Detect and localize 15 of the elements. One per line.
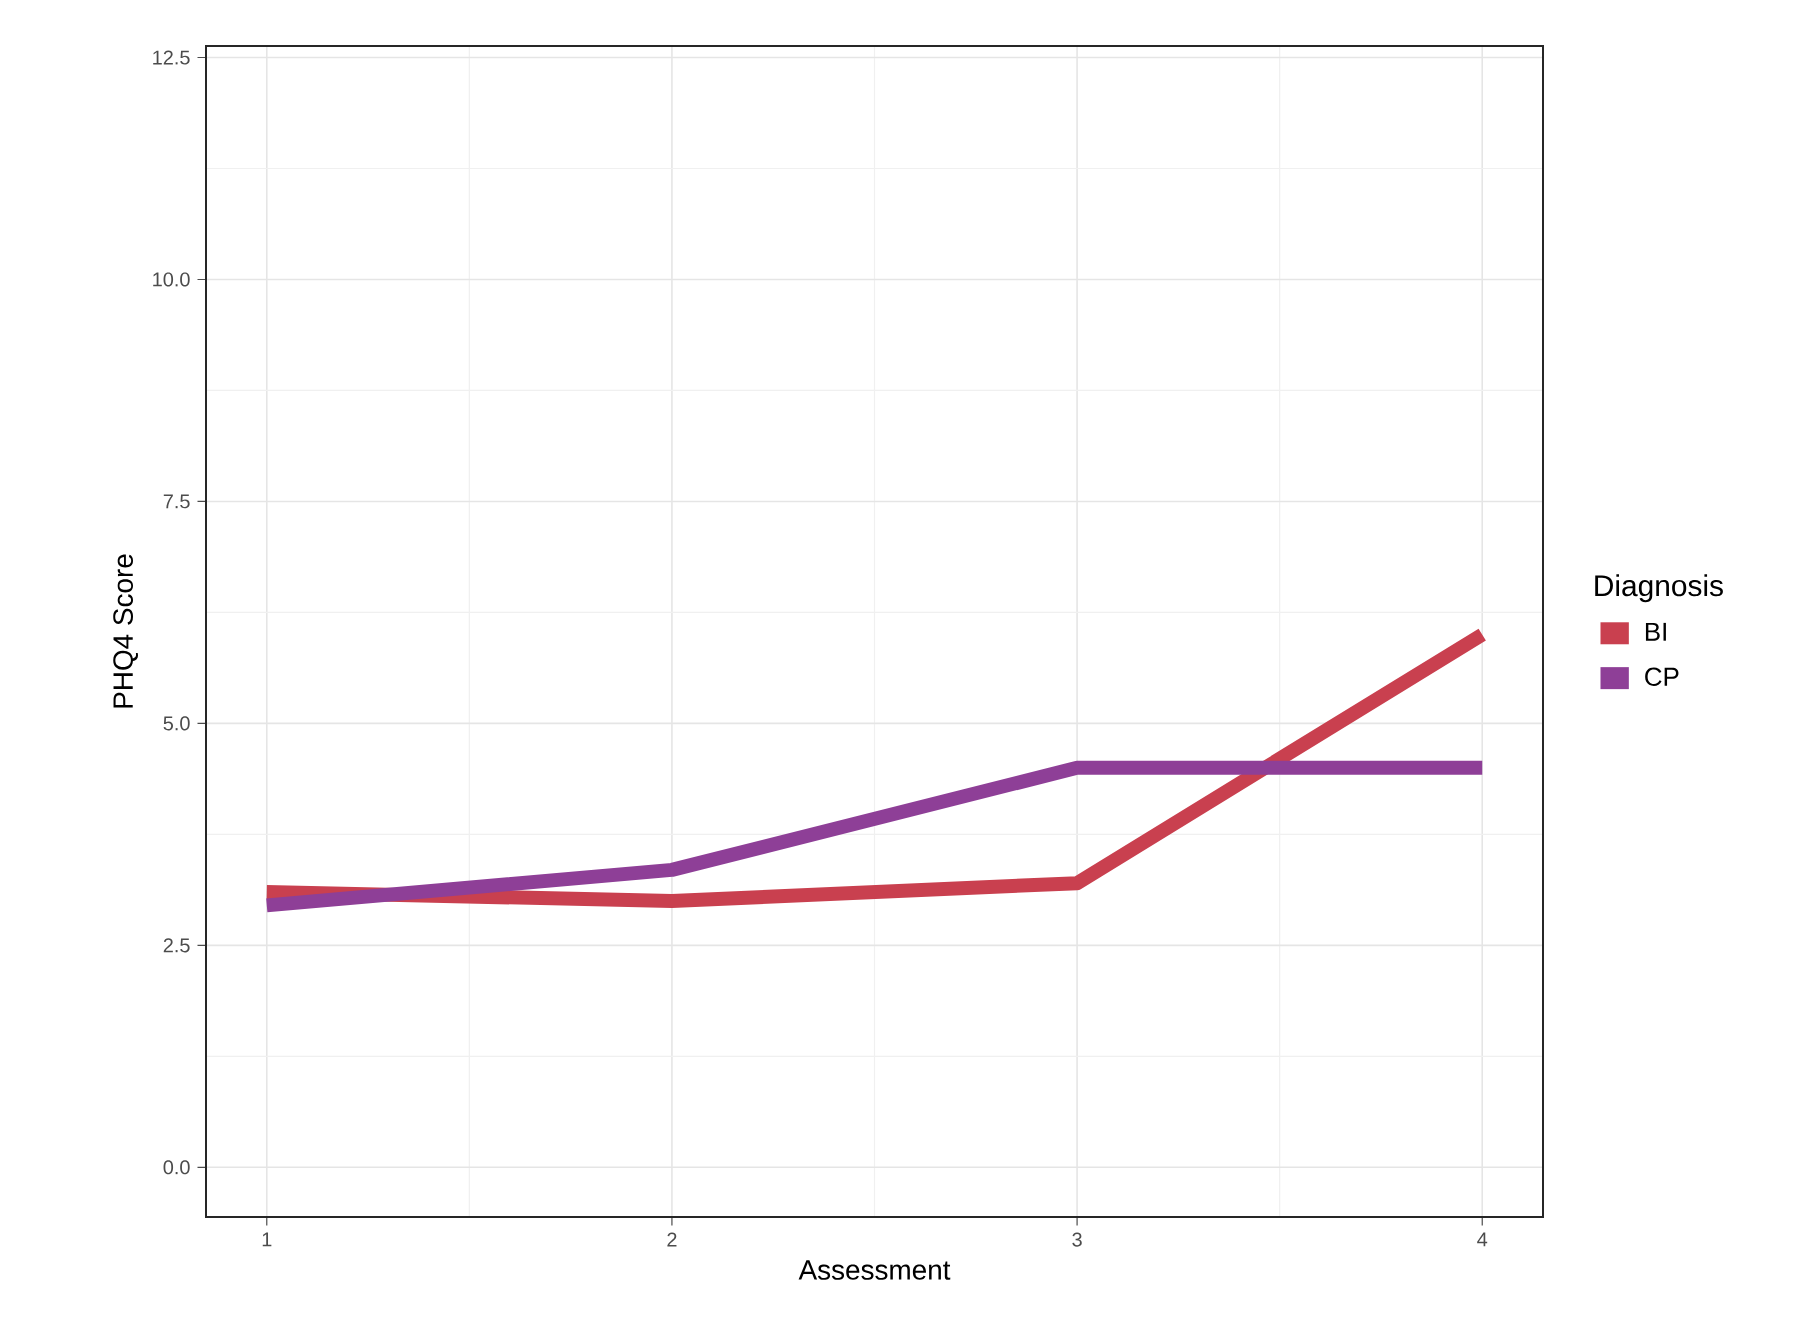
legend-label: CP [1645, 667, 1679, 686]
y-tick-label: 10.0 [153, 272, 190, 287]
x-axis-title: Assessment [798, 1260, 951, 1280]
legend-label: BI [1645, 622, 1666, 641]
x-tick-label: 3 [1072, 1232, 1082, 1247]
y-tick-label: 0.0 [163, 1160, 190, 1175]
x-tick-label: 4 [1477, 1232, 1488, 1247]
x-tick-label: 1 [262, 1232, 272, 1247]
y-tick-label: 2.5 [163, 938, 190, 953]
y-tick-label: 12.5 [153, 50, 190, 65]
x-tick-label: 2 [667, 1232, 677, 1247]
y-tick-label: 5.0 [163, 716, 190, 731]
y-axis-title: PHQ4 Score [113, 554, 139, 708]
legend-title: Diagnosis [1595, 574, 1723, 603]
y-tick-label: 7.5 [163, 494, 190, 509]
